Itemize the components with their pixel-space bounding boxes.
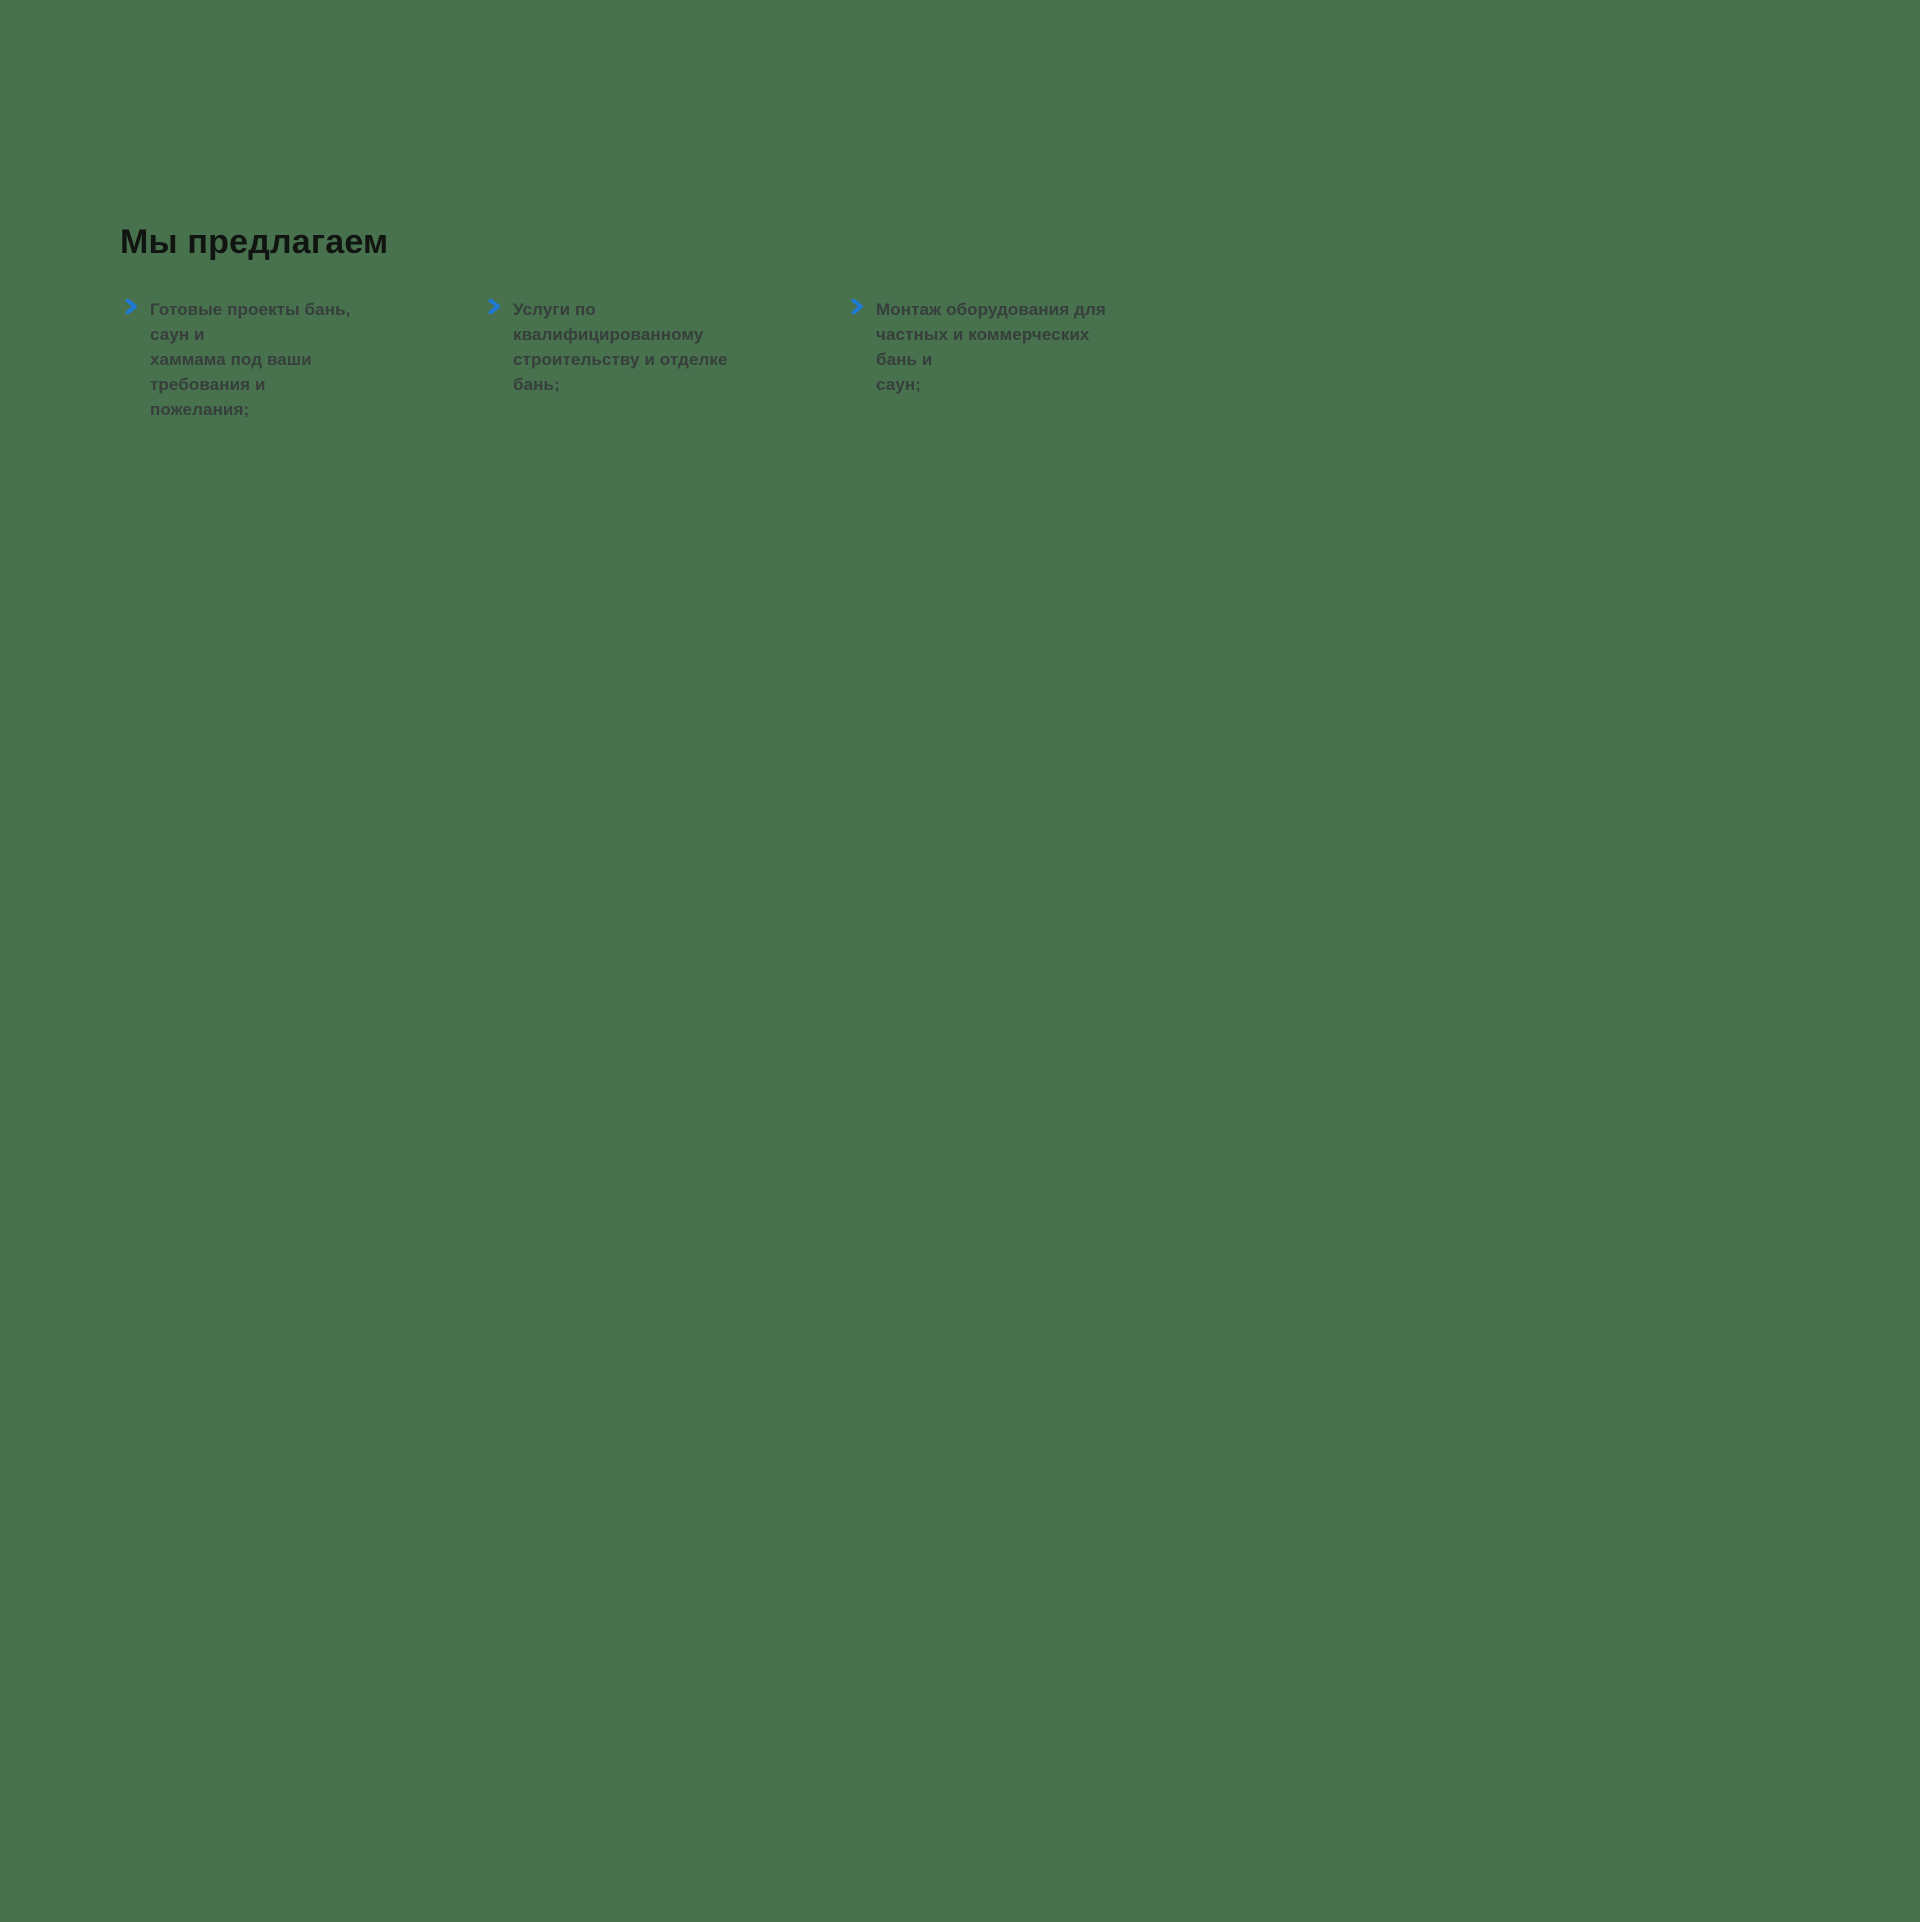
chevron-right-icon [488, 299, 500, 314]
offer-item-text: Услуги по квалифицированному строительст… [513, 300, 728, 394]
list-item: Монтаж оборудования для частных и коммер… [851, 297, 1114, 422]
offers-section: Мы предлагаем Готовые проекты бань, саун… [120, 222, 1106, 419]
chevron-right-icon [851, 299, 863, 314]
chevron-right-icon [125, 299, 137, 314]
offers-list: Готовые проекты бань, саун и хаммама под… [125, 297, 1325, 422]
section-title: Мы предлагаем [120, 223, 389, 261]
offer-item-text: Готовые проекты бань, саун и хаммама под… [150, 300, 351, 419]
list-item: Услуги по квалифицированному строительст… [488, 297, 751, 422]
list-item: Готовые проекты бань, саун и хаммама под… [125, 297, 388, 422]
offer-item-text: Монтаж оборудования для частных и коммер… [876, 300, 1106, 394]
